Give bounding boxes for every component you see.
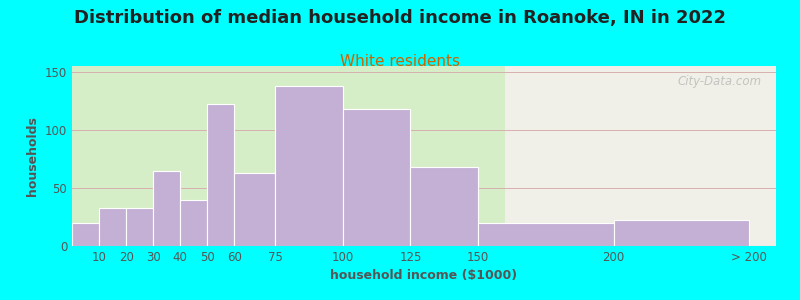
Bar: [342, 109, 410, 246]
Bar: [410, 167, 478, 246]
Bar: [275, 86, 342, 246]
Bar: [207, 104, 234, 246]
Bar: [180, 200, 207, 246]
Bar: [506, 66, 776, 246]
Text: White residents: White residents: [340, 54, 460, 69]
Text: Distribution of median household income in Roanoke, IN in 2022: Distribution of median household income …: [74, 9, 726, 27]
X-axis label: household income ($1000): household income ($1000): [330, 269, 518, 282]
Bar: [72, 66, 506, 246]
Bar: [154, 170, 180, 246]
Bar: [234, 173, 275, 246]
Bar: [614, 220, 749, 246]
Bar: [72, 223, 99, 246]
Bar: [478, 223, 614, 246]
Bar: [99, 208, 126, 246]
Y-axis label: households: households: [26, 116, 39, 196]
Text: City-Data.com: City-Data.com: [678, 75, 762, 88]
Bar: [126, 208, 154, 246]
